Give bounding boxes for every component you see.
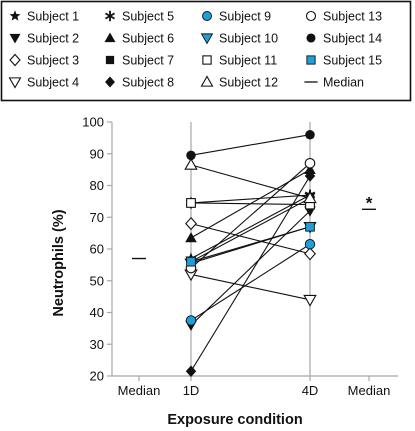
y-tick-label-80: 80 (90, 178, 104, 193)
legend-marker-subject-9 (202, 11, 211, 20)
x-axis-label: Exposure condition (167, 412, 302, 428)
point-subject-9-1d (186, 316, 196, 326)
legend-label-subject-15: Subject 15 (323, 54, 382, 68)
x-tick-label-median-0: Median (118, 383, 161, 398)
legend-label-subject-3: Subject 3 (27, 54, 79, 68)
y-axis-label: Neutrophils (%) (51, 209, 67, 316)
point-subject-15-1d (187, 257, 196, 266)
legend-marker-subject-7 (106, 56, 114, 64)
legend-label-subject-2: Subject 2 (27, 32, 79, 46)
legend-label-subject-4: Subject 4 (27, 76, 79, 90)
y-tick-label-70: 70 (90, 210, 104, 225)
legend-marker-subject-13 (306, 11, 315, 20)
legend-label-subject-1: Subject 1 (27, 10, 79, 24)
legend-marker-subject-14 (306, 33, 315, 42)
y-tick-label-90: 90 (90, 146, 104, 161)
legend-label-subject-8: Subject 8 (122, 76, 174, 90)
legend-label-subject-10: Subject 10 (219, 32, 278, 46)
point-subject-13-4d (305, 159, 315, 169)
legend-label-subject-12: Subject 12 (219, 76, 278, 90)
point-subject-14-4d (305, 130, 315, 140)
legend-marker-subject-11 (203, 56, 211, 64)
axes: 20 30 40 50 60 70 80 90 100 Median 1D 4D Median (82, 115, 398, 399)
median-significance-mark: * (366, 193, 373, 212)
legend-label-subject-9: Subject 9 (219, 10, 271, 24)
legend-marker-subject-15 (307, 56, 315, 64)
y-tick-label-60: 60 (90, 242, 104, 257)
x-tick-label-4d-2: 4D (302, 383, 319, 398)
legend-label-subject-6: Subject 6 (122, 32, 174, 46)
y-tick-label-30: 30 (90, 337, 104, 352)
x-tick-label-median-3: Median (348, 383, 391, 398)
legend-label-subject-13: Subject 13 (323, 10, 382, 24)
y-tick-label-20: 20 (90, 369, 104, 384)
legend-label-subject-7: Subject 7 (122, 54, 174, 68)
point-subject-9-4d (305, 239, 315, 249)
legend-label-median: Median (323, 76, 364, 90)
y-tick-label-100: 100 (82, 115, 104, 130)
y-tick-label-40: 40 (90, 305, 104, 320)
point-subject-14-1d (186, 151, 196, 161)
legend-label-subject-5: Subject 5 (122, 10, 174, 24)
y-tick-label-50: 50 (90, 273, 104, 288)
plot-area (112, 122, 398, 376)
point-subject-11-1d (187, 199, 196, 208)
legend-label-subject-14: Subject 14 (323, 32, 382, 46)
legend-label-subject-11: Subject 11 (219, 54, 277, 68)
point-subject-15-4d (306, 222, 315, 231)
x-tick-label-1d-1: 1D (183, 383, 200, 398)
